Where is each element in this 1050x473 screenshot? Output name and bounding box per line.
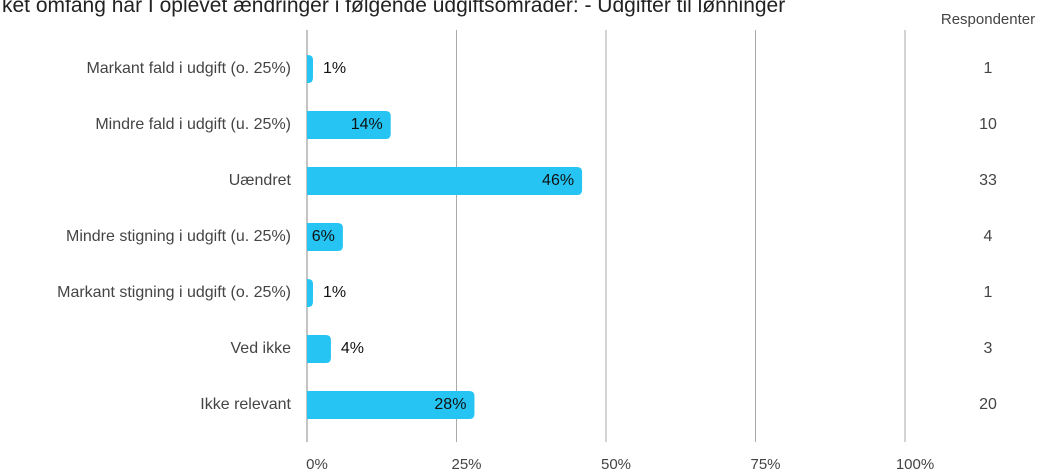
y-tick-label: Markant fald i udgift (o. 25%) — [86, 60, 291, 77]
x-tick-label: 75% — [750, 456, 780, 473]
bar — [307, 391, 475, 419]
bar — [307, 223, 343, 251]
value-label: 14% — [351, 116, 383, 133]
respondent-count: 4 — [984, 228, 993, 245]
bar — [307, 279, 313, 307]
respondent-count: 1 — [984, 284, 993, 301]
value-label: 6% — [312, 228, 335, 245]
y-tick-label: Mindre fald i udgift (u. 25%) — [95, 116, 291, 133]
respondent-count: 3 — [984, 340, 993, 357]
y-tick-label: Ikke relevant — [200, 396, 291, 413]
bar — [307, 111, 391, 139]
y-tick-label: Markant stigning i udgift (o. 25%) — [57, 284, 291, 301]
bar — [307, 167, 583, 195]
x-tick-label: 100% — [896, 456, 934, 473]
value-label: 4% — [341, 340, 364, 357]
respondent-count: 1 — [984, 60, 993, 77]
respondent-count: 10 — [979, 116, 997, 133]
y-tick-label: Mindre stigning i udgift (u. 25%) — [66, 228, 291, 245]
value-label: 28% — [434, 396, 466, 413]
value-label: 46% — [542, 172, 574, 189]
respondents-header: Respondenter — [941, 11, 1035, 28]
x-tick-label: 25% — [451, 456, 481, 473]
bar — [307, 55, 313, 83]
value-label: 1% — [323, 284, 346, 301]
chart-title: ket omfang har I oplevet ændringer i føl… — [2, 0, 785, 17]
x-tick-label: 0% — [306, 456, 328, 473]
y-tick-label: Uændret — [229, 172, 292, 189]
value-label: 1% — [323, 60, 346, 77]
respondent-count: 20 — [979, 396, 997, 413]
bar — [307, 335, 331, 363]
respondent-count: 33 — [979, 172, 997, 189]
x-tick-label: 50% — [601, 456, 631, 473]
y-tick-label: Ved ikke — [231, 340, 292, 357]
